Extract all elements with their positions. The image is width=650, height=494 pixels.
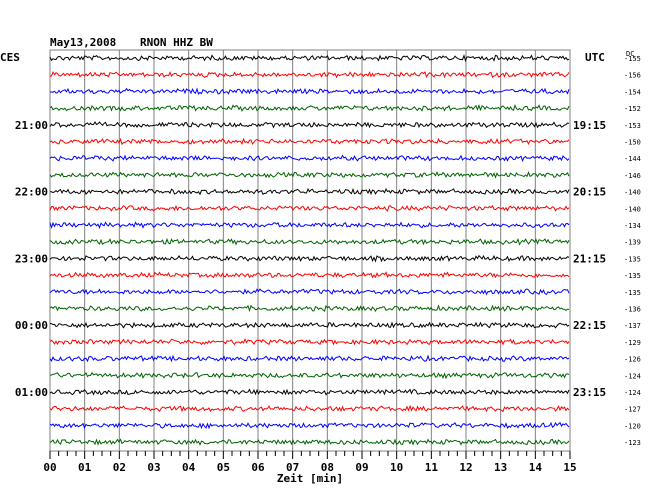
- dc-value-label: -140: [624, 205, 641, 213]
- seismic-trace: [49, 221, 570, 229]
- seismic-trace: [49, 304, 570, 313]
- dc-value-label: -135: [624, 289, 641, 297]
- x-tick-label: 03: [147, 461, 160, 474]
- seismic-trace: [49, 321, 570, 329]
- x-tick-label: 15: [563, 461, 576, 474]
- left-timezone-label: CES: [0, 51, 20, 64]
- right-time-label: 22:15: [573, 319, 606, 332]
- dc-value-label: -137: [624, 322, 641, 330]
- dc-value-label: -139: [624, 239, 641, 247]
- x-tick-label: 08: [321, 461, 334, 474]
- dc-value-label: -126: [624, 356, 641, 364]
- right-time-label: 21:15: [573, 252, 606, 265]
- dc-header-label: DC: [626, 50, 634, 58]
- x-tick-label: 02: [113, 461, 126, 474]
- dc-value-label: -135: [624, 272, 641, 280]
- seismic-trace: [49, 103, 570, 112]
- dc-value-label: -152: [624, 105, 641, 113]
- seismic-trace: [49, 54, 570, 63]
- x-tick-label: 00: [43, 461, 56, 474]
- dc-value-label: -123: [624, 439, 641, 447]
- x-tick-label: 11: [425, 461, 439, 474]
- seismic-trace: [49, 237, 570, 246]
- x-tick-label: 05: [217, 461, 230, 474]
- seismic-trace: [49, 371, 570, 380]
- dc-value-label: -144: [624, 155, 641, 163]
- seismic-trace: [49, 87, 570, 95]
- seismic-trace: [49, 204, 570, 212]
- left-time-label: 00:00: [15, 319, 48, 332]
- chart-date: May13,2008: [50, 36, 116, 49]
- seismic-trace: [49, 187, 570, 196]
- seismic-trace: [49, 154, 570, 163]
- seismic-trace: [49, 271, 570, 279]
- dc-value-label: -146: [624, 172, 641, 180]
- seismic-trace: [49, 421, 570, 430]
- x-tick-label: 04: [182, 461, 196, 474]
- seismic-trace: [49, 438, 570, 446]
- seismic-trace: [49, 338, 570, 346]
- left-time-label: 22:00: [15, 186, 48, 199]
- chart-station: RNON HHZ BW: [140, 36, 213, 49]
- seismic-trace: [49, 354, 570, 363]
- dc-value-label: -124: [624, 372, 641, 380]
- left-time-labels: 21:00 22:00 23:00 00:00 01:00: [15, 119, 48, 399]
- right-time-label: 20:15: [573, 186, 606, 199]
- minute-grid: [84, 50, 536, 451]
- x-tick-label: 10: [390, 461, 403, 474]
- seismic-trace: [49, 388, 570, 396]
- dc-value-label: -156: [624, 72, 641, 80]
- dc-value-label: -134: [624, 222, 641, 230]
- right-time-labels: 19:15 20:15 21:15 22:15 23:15: [573, 119, 606, 399]
- seismic-trace: [49, 70, 570, 79]
- x-tick-label: 06: [251, 461, 265, 474]
- dc-value-label: -155: [624, 55, 641, 63]
- dc-value-labels: -155 -156 -154 -152 -153 -150 -144 -146 -140 -140…: [624, 55, 641, 447]
- x-axis: 00 01 02 03 04 05 06 07 08 09 10 11 12 13 14 15: [43, 451, 577, 474]
- dc-value-label: -136: [624, 306, 641, 314]
- dc-value-label: -154: [624, 88, 641, 96]
- dc-value-label: -150: [624, 139, 641, 147]
- dc-value-label: -127: [624, 406, 641, 414]
- seismic-trace: [49, 137, 570, 146]
- left-time-label: 01:00: [15, 386, 48, 399]
- dc-value-label: -153: [624, 122, 641, 130]
- x-tick-label: 01: [78, 461, 92, 474]
- seismic-trace: [49, 171, 570, 179]
- seismic-trace: [49, 254, 570, 263]
- dc-value-label: -120: [624, 422, 641, 430]
- dc-value-label: -135: [624, 255, 641, 263]
- seismic-trace: [49, 121, 570, 129]
- x-tick-label: 13: [494, 461, 507, 474]
- x-axis-label: Zeit [min]: [277, 472, 343, 485]
- seismic-trace: [49, 288, 570, 296]
- right-time-label: 19:15: [573, 119, 606, 132]
- x-tick-label: 07: [286, 461, 299, 474]
- dc-value-label: -124: [624, 389, 641, 397]
- seismic-trace: [49, 404, 570, 413]
- trace-group: [49, 54, 570, 446]
- right-timezone-label: UTC: [585, 51, 605, 64]
- left-time-label: 21:00: [15, 119, 48, 132]
- x-tick-label: 12: [459, 461, 472, 474]
- dc-value-label: -140: [624, 189, 641, 197]
- dc-value-label: -129: [624, 339, 641, 347]
- x-tick-label: 14: [529, 461, 543, 474]
- x-tick-label: 09: [355, 461, 368, 474]
- right-time-label: 23:15: [573, 386, 606, 399]
- left-time-label: 23:00: [15, 252, 48, 265]
